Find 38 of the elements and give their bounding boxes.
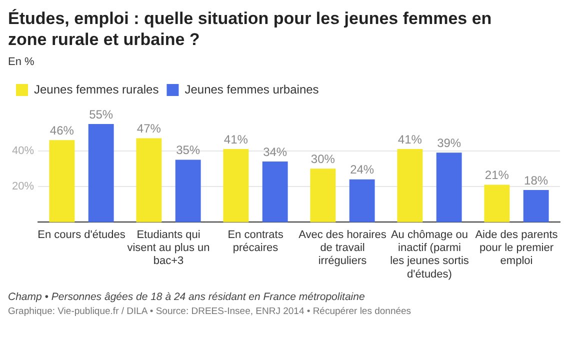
text: Graphique: Vie-publique.fr / DILA • Source: DREES-Insee, ENRJ 2014 • Récupérer les données <box>8 306 412 317</box>
x-tick-label: En cours d'études <box>38 228 126 241</box>
data-label: 46% <box>50 123 74 138</box>
bar <box>349 179 375 222</box>
data-label: 21% <box>484 168 510 182</box>
data-label: 55% <box>89 107 114 122</box>
data-label: 41% <box>398 132 422 146</box>
data-label: 35% <box>176 143 200 158</box>
x-tick-label: En contrats précaires <box>228 228 284 254</box>
bar <box>397 148 423 222</box>
x-tick-label: Etudiants qui visent au plus un bac+3 <box>127 228 210 268</box>
data-label: 39% <box>437 136 462 150</box>
bar <box>310 168 336 222</box>
legend-label: Jeunes femmes rurales <box>34 82 159 96</box>
y-tick-label: 40% <box>12 144 34 157</box>
bar <box>136 138 162 222</box>
data-label: 24% <box>350 162 374 177</box>
bar <box>484 184 510 222</box>
bar <box>88 124 114 222</box>
bar <box>523 190 549 222</box>
data-label: 18% <box>524 173 548 188</box>
bar <box>223 148 249 222</box>
data-label: 41% <box>224 132 248 146</box>
data-label: 47% <box>136 122 162 136</box>
bar <box>49 140 75 222</box>
text: Champ • Personnes âgées de 18 à 24 ans résidant en France métropolitaine <box>8 291 366 303</box>
y-tick-label: 20% <box>12 180 34 193</box>
chart-title: Études, emploi : quelle situation pour les jeunes femmes en zone rurale et urbaine ? <box>8 8 493 50</box>
x-tick-label: Au chômage ou inactif (parmi les jeunes sortis d'études) <box>390 228 470 280</box>
bar <box>175 160 201 222</box>
x-tick-label: Aide des parents pour le premier emploi <box>475 228 558 268</box>
data-label: 34% <box>263 144 288 159</box>
bar <box>436 152 462 222</box>
legend-label: Jeunes femmes urbaines <box>184 82 319 96</box>
bar <box>262 161 288 222</box>
data-label: 30% <box>310 152 336 166</box>
chart-subtitle: En % <box>8 56 36 68</box>
x-tick-label: Avec des horaires de travail irréguliers <box>298 228 387 268</box>
